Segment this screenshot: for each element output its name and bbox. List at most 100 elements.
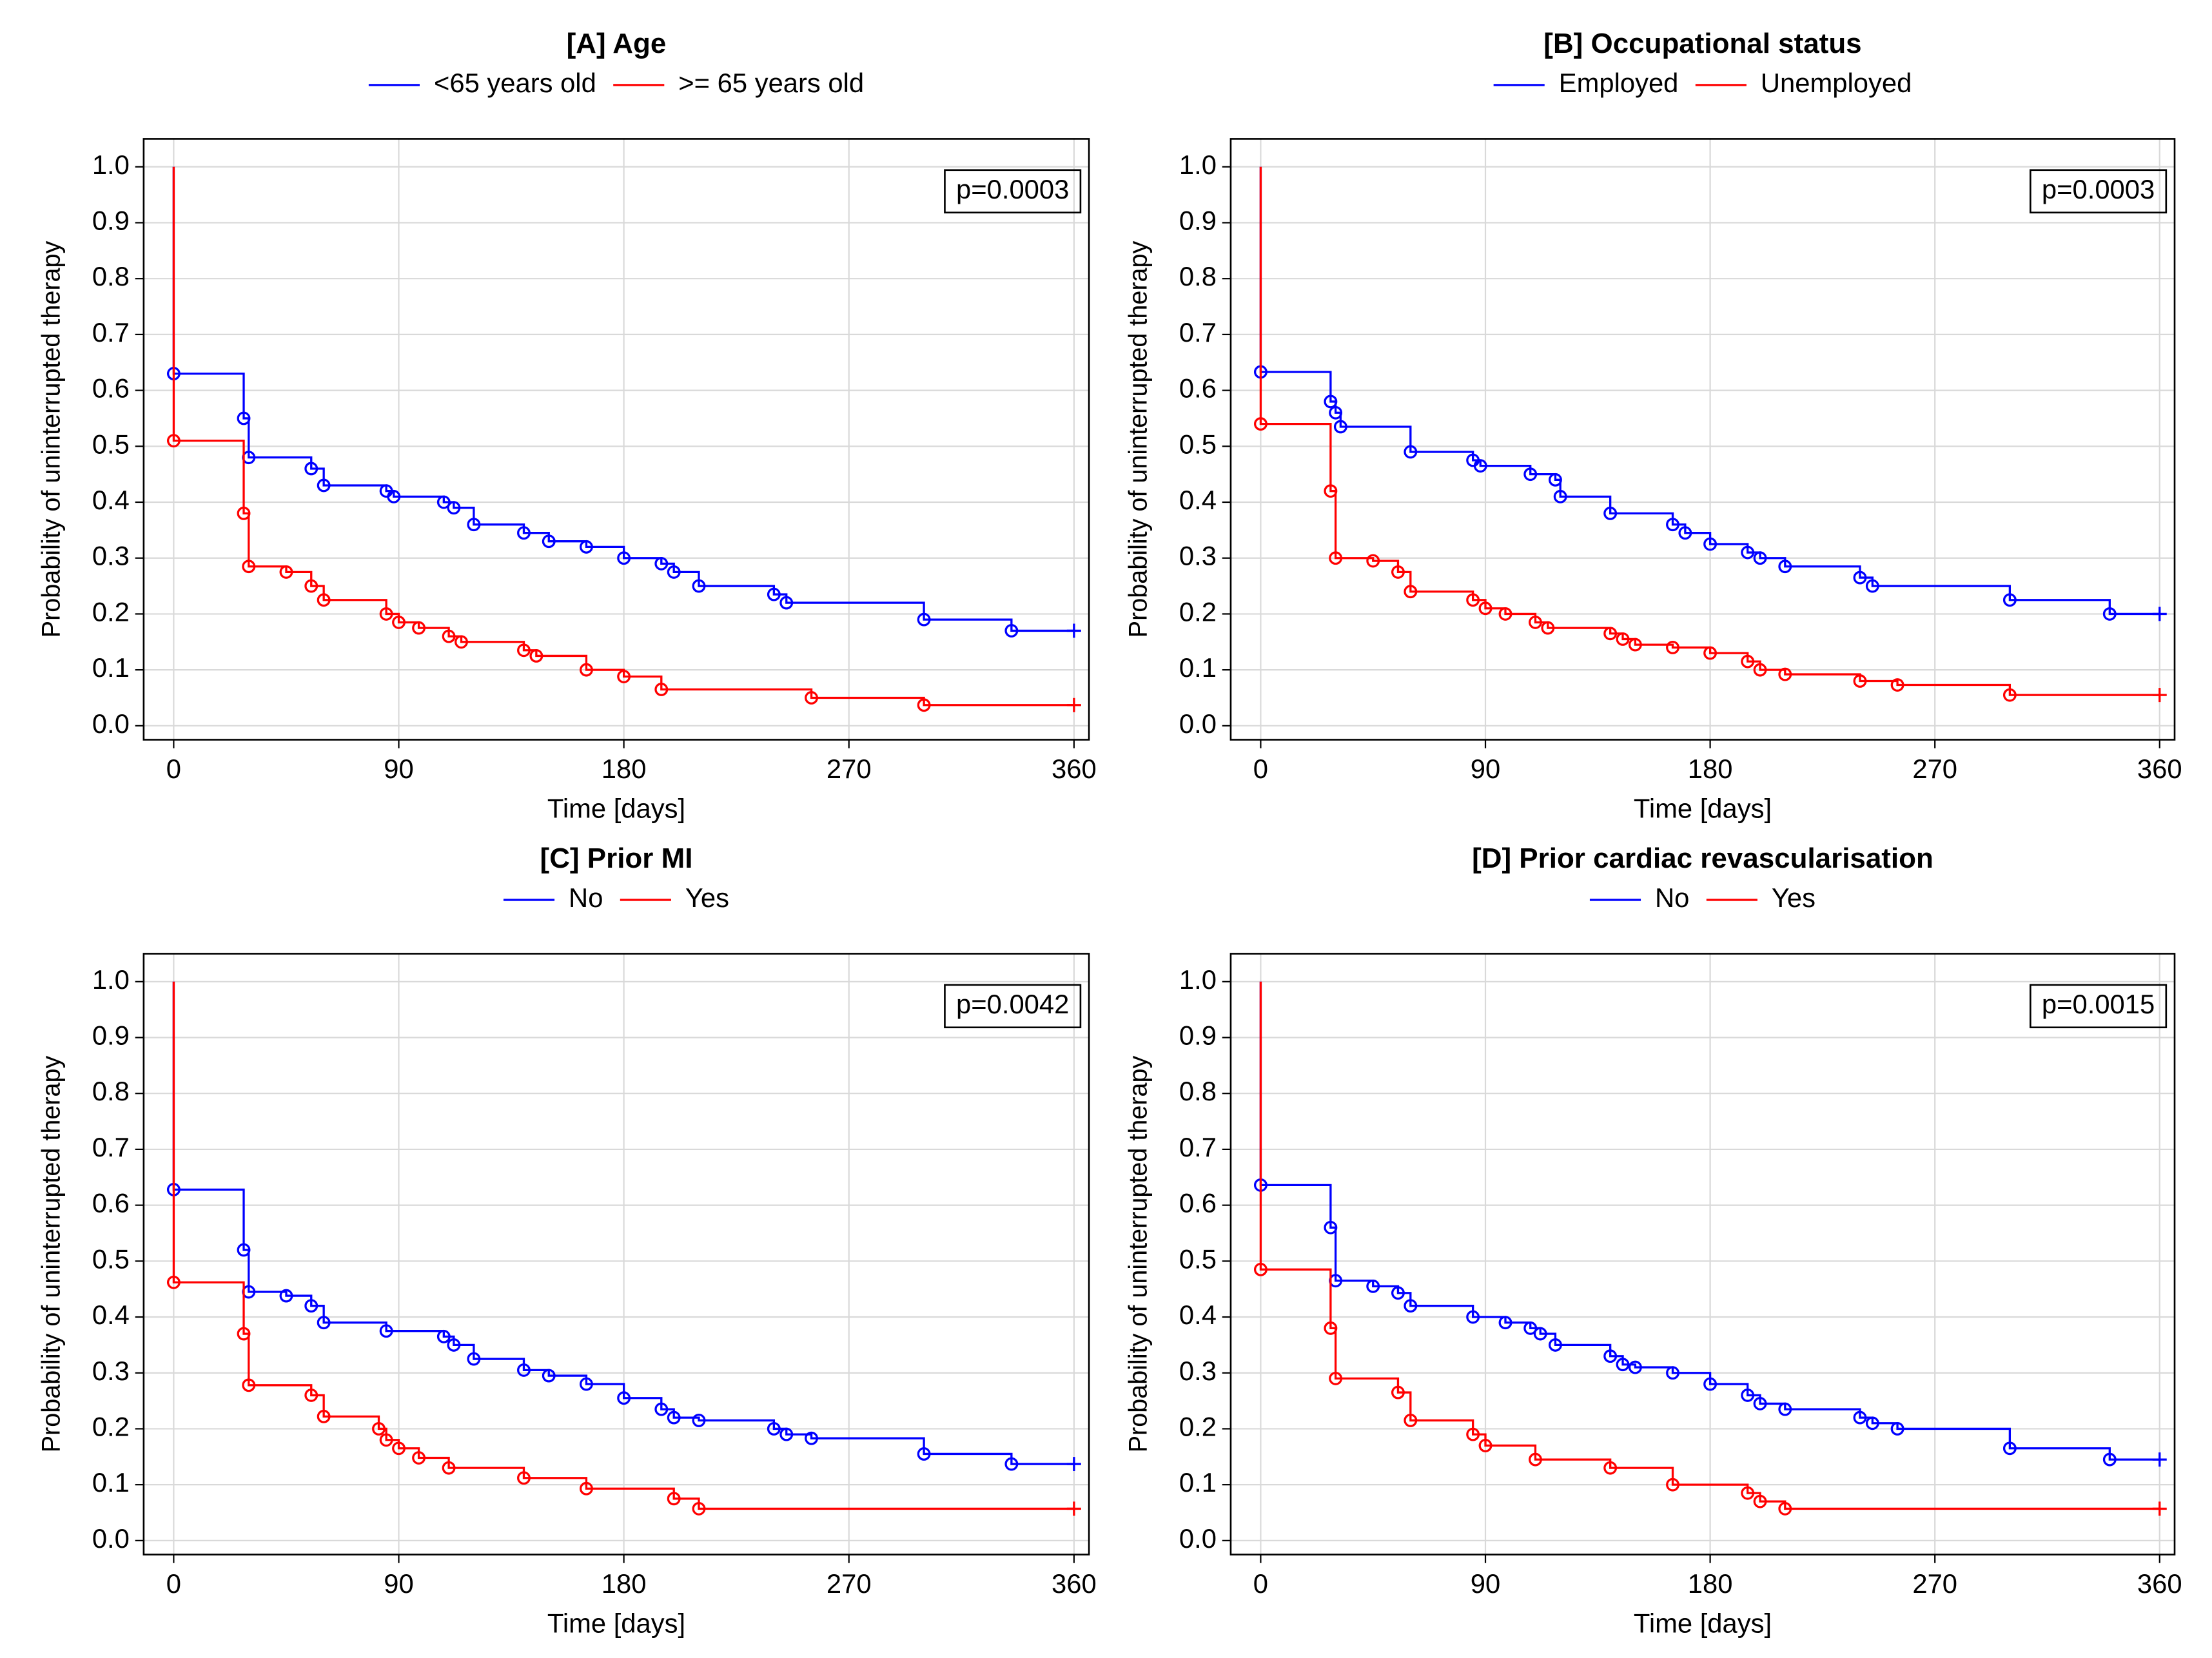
censor-mark <box>1778 560 1792 574</box>
km-curve <box>1259 981 2160 1510</box>
censor-mark <box>379 607 393 621</box>
censor-mark <box>392 1441 406 1456</box>
censor-mark <box>1703 646 1718 660</box>
censor-mark <box>1603 506 1618 520</box>
censor-mark <box>242 560 256 574</box>
censor-mark <box>667 565 681 579</box>
censor-mark <box>1890 1421 1904 1436</box>
censor-mark <box>412 1451 426 1465</box>
legend-label: >= 65 years old <box>678 68 864 98</box>
censor-mark <box>1391 565 1405 579</box>
censor-mark <box>467 518 481 532</box>
y-tick-label: 0.1 <box>92 1467 130 1497</box>
y-tick-label: 0.0 <box>92 708 130 739</box>
censor-mark <box>1004 623 1019 638</box>
censor-mark <box>1603 1461 1618 1475</box>
km-curve <box>172 981 1074 1510</box>
y-tick-label: 0.8 <box>1179 1076 1217 1106</box>
censor-mark <box>1778 1402 1792 1416</box>
y-tick-label: 0.3 <box>92 1356 130 1386</box>
censor-mark <box>1391 1286 1405 1300</box>
censor-mark <box>467 1352 481 1366</box>
legend-label: No <box>569 883 603 913</box>
y-tick-label: 0.2 <box>1179 1411 1217 1441</box>
censor-mark <box>1366 554 1380 568</box>
censor-mark <box>237 411 251 425</box>
censor-mark <box>667 1492 681 1506</box>
censor-mark <box>447 501 461 515</box>
censor-mark <box>1523 467 1538 482</box>
censor-mark <box>1703 537 1718 551</box>
censor-mark <box>387 489 401 503</box>
censor-mark <box>1703 1377 1718 1391</box>
censor-mark <box>392 615 406 629</box>
censor-mark <box>1553 489 1567 503</box>
censor-mark <box>692 1413 706 1427</box>
x-tick-label: 0 <box>1253 754 1268 784</box>
y-tick-label: 0.5 <box>1179 429 1217 459</box>
censor-mark <box>1253 417 1267 431</box>
censor-mark <box>667 1410 681 1425</box>
censor-mark <box>1478 601 1493 616</box>
censor-mark <box>1366 1279 1380 1293</box>
censor-mark <box>1498 1316 1512 1330</box>
censor-mark <box>1628 1360 1642 1374</box>
x-tick-label: 360 <box>1052 754 1097 784</box>
censor-mark <box>917 612 931 627</box>
censor-mark <box>1529 615 1542 629</box>
censor-mark <box>517 643 531 658</box>
censor-mark <box>1324 484 1338 498</box>
legend-label: Yes <box>685 883 729 913</box>
censor-mark <box>442 1461 456 1475</box>
y-tick-label: 0.6 <box>1179 1188 1217 1218</box>
censor-mark <box>317 478 331 493</box>
y-tick-label: 0.2 <box>92 1411 130 1441</box>
censor-mark <box>242 1378 256 1392</box>
y-tick-label: 0.0 <box>92 1523 130 1554</box>
censor-mark <box>1404 445 1418 459</box>
censor-mark <box>1066 1457 1081 1472</box>
x-tick-label: 270 <box>1912 754 1957 784</box>
p-value: p=0.0003 <box>956 174 1069 204</box>
censor-mark <box>1549 1338 1562 1352</box>
censor-mark <box>2002 688 2017 702</box>
censor-mark <box>372 1421 386 1436</box>
censor-mark <box>1741 1486 1755 1500</box>
censor-mark <box>1253 1262 1267 1276</box>
censor-mark <box>2002 593 2017 607</box>
y-axis-label: Probability of uninterrupted therapy <box>37 1055 66 1452</box>
censor-mark <box>580 1377 593 1391</box>
chart-title: [C] Prior MI <box>540 843 693 874</box>
censor-mark <box>1523 1321 1538 1335</box>
censor-mark <box>1329 405 1343 420</box>
censor-mark <box>1865 1416 1879 1430</box>
legend-label: No <box>1655 883 1689 913</box>
x-tick-label: 90 <box>384 754 413 784</box>
y-tick-label: 0.3 <box>1179 1356 1217 1386</box>
censor-mark <box>1004 1457 1019 1471</box>
y-tick-label: 0.3 <box>92 541 130 571</box>
censor-mark <box>304 462 318 476</box>
censor-mark <box>1404 585 1418 599</box>
censor-mark <box>1778 1501 1792 1516</box>
y-axis-label: Probability of uninterrupted therapy <box>1124 240 1153 638</box>
censor-mark <box>1778 667 1792 681</box>
p-value-box <box>944 169 1082 214</box>
chart-title: [A] Age <box>567 28 667 59</box>
censor-mark <box>2102 1452 2117 1467</box>
censor-mark <box>580 1481 593 1496</box>
censor-mark <box>379 1324 393 1338</box>
censor-mark <box>1533 1327 1547 1341</box>
censor-mark <box>1666 1366 1679 1380</box>
p-value: p=0.0015 <box>2042 989 2155 1019</box>
y-tick-label: 0.8 <box>92 1076 130 1106</box>
y-tick-label: 0.1 <box>1179 1467 1217 1497</box>
censor-mark <box>447 1338 461 1352</box>
censor-mark <box>805 691 818 705</box>
plot-frame <box>1229 953 2176 1556</box>
censor-mark <box>1324 1220 1338 1234</box>
censor-mark <box>304 1299 318 1313</box>
censor-mark <box>1404 1413 1418 1427</box>
censor-mark <box>617 670 631 683</box>
censor-mark <box>1616 632 1630 646</box>
